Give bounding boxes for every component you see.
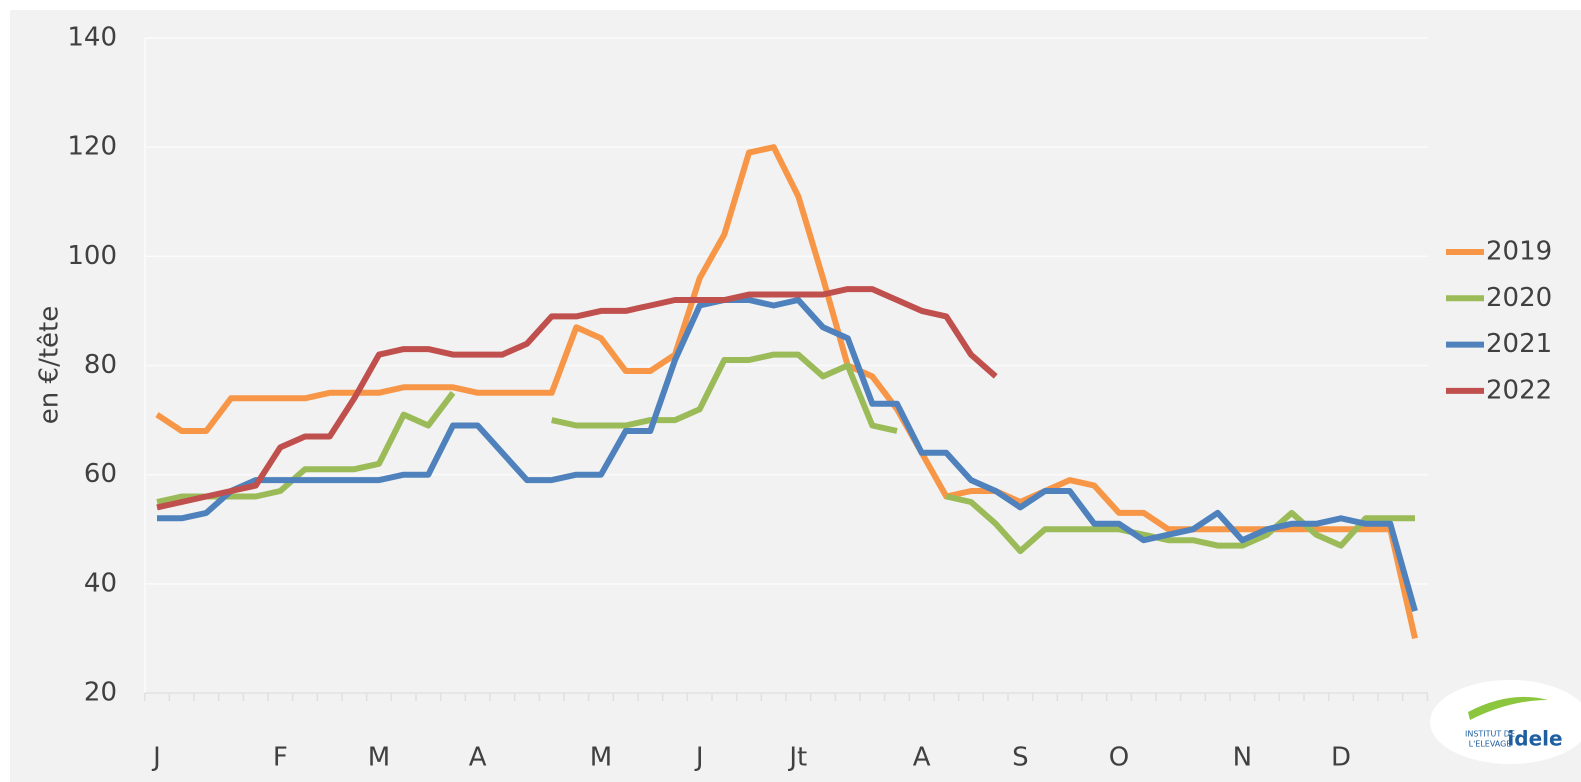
y-axis-label: en €/tête xyxy=(35,306,65,424)
logo-text: L'ELEVAGE xyxy=(1469,740,1512,749)
y-tick-label: 20 xyxy=(84,678,117,708)
legend-label: 2022 xyxy=(1486,375,1552,405)
x-tick-label: A xyxy=(913,743,931,773)
legend-label: 2021 xyxy=(1486,329,1552,359)
x-tick-label: N xyxy=(1233,743,1252,773)
x-tick-label: A xyxy=(469,743,487,773)
x-tick-label: O xyxy=(1109,743,1129,773)
logo-brand: idele xyxy=(1507,727,1562,751)
series-line xyxy=(157,297,1418,612)
legend-label: 2019 xyxy=(1486,237,1552,267)
y-tick-label: 140 xyxy=(67,23,117,53)
y-tick-label: 60 xyxy=(84,459,117,489)
y-tick-label: 80 xyxy=(84,350,117,380)
x-tick-label: D xyxy=(1331,743,1351,773)
x-tick-label: J xyxy=(694,743,704,773)
logo-text: INSTITUT DE xyxy=(1465,730,1515,739)
x-tick-label: S xyxy=(1012,743,1029,773)
x-tick-label: F xyxy=(273,743,288,773)
logo-swoosh xyxy=(1468,696,1548,720)
x-tick-label: M xyxy=(368,743,390,773)
y-tick-label: 40 xyxy=(84,568,117,598)
series-line xyxy=(156,286,998,511)
series-line xyxy=(155,144,1418,640)
logo: INSTITUT DE L'ELEVAGE idele xyxy=(1430,680,1581,764)
legend-label: 2020 xyxy=(1486,283,1552,313)
x-tick-label: Jt xyxy=(787,743,807,773)
y-tick-label: 120 xyxy=(67,132,117,162)
x-tick-label: M xyxy=(590,743,612,773)
x-tick-label: J xyxy=(151,743,161,773)
y-tick-label: 100 xyxy=(67,241,117,271)
logo-badge xyxy=(1430,680,1581,764)
